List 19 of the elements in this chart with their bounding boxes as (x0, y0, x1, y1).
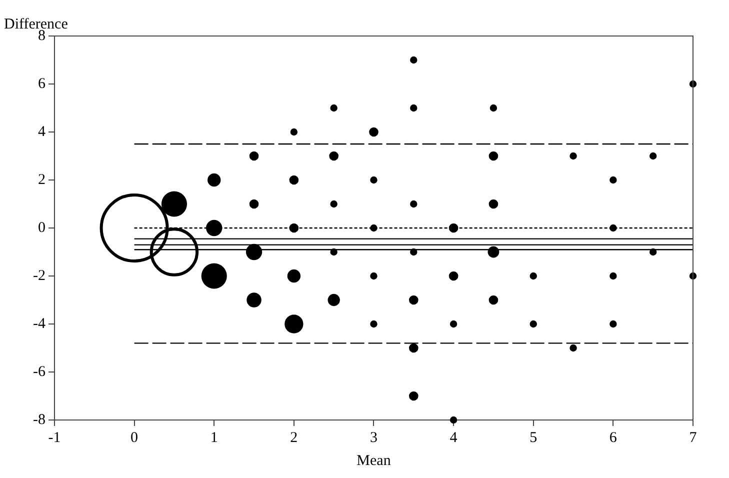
y-tick-label: 6 (38, 76, 46, 92)
x-tick-label: 2 (290, 430, 298, 446)
y-tick-label: -2 (32, 268, 46, 284)
y-tick-label: -8 (32, 412, 46, 428)
x-axis-title: Mean (356, 452, 392, 469)
x-tick-label: 0 (130, 430, 138, 446)
x-tick-label: 1 (210, 430, 218, 446)
y-tick-label: 0 (38, 220, 46, 236)
x-tick-label: 5 (530, 430, 538, 446)
y-tick-label: -6 (32, 364, 46, 380)
x-tick-label: 4 (450, 430, 458, 446)
y-tick-label: 2 (38, 172, 46, 188)
x-tick-label: 6 (609, 430, 618, 446)
y-tick-label: 8 (38, 28, 46, 44)
x-tick-label: 3 (370, 430, 378, 446)
x-tick-label: -1 (48, 430, 61, 446)
x-tick-label: 7 (689, 430, 698, 446)
y-tick-label: -4 (32, 316, 46, 332)
y-tick-label: 4 (38, 124, 46, 140)
